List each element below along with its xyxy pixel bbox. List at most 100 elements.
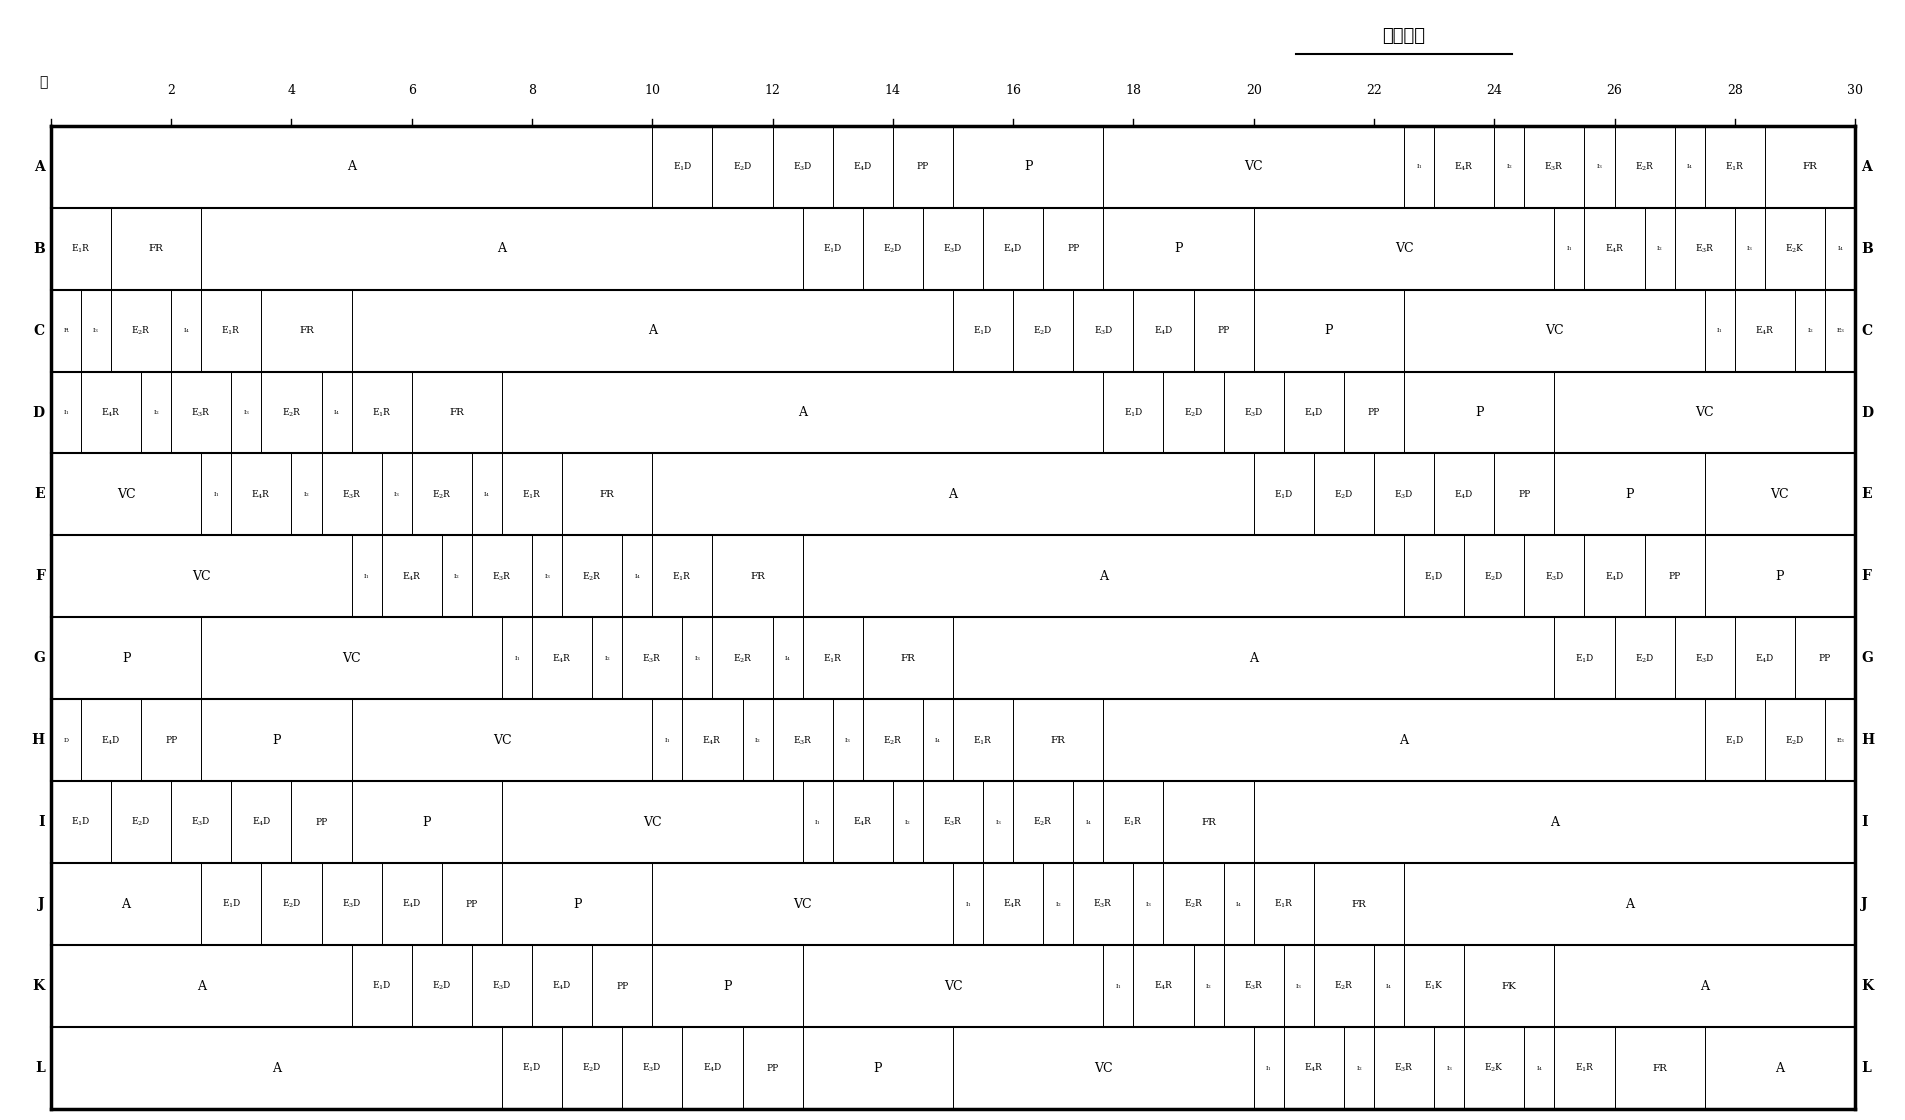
Bar [202, 454, 231, 535]
Text: E$_4$D: E$_4$D [402, 898, 421, 911]
Text: I$_3$: I$_3$ [994, 818, 1002, 827]
Text: E$_4$D: E$_4$D [1002, 242, 1023, 255]
Text: E$_4$D: E$_4$D [853, 160, 872, 172]
Text: E$_2$R: E$_2$R [732, 652, 752, 664]
Text: I$_1$: I$_1$ [813, 818, 821, 827]
Bar [1162, 372, 1223, 454]
Text: K: K [32, 979, 46, 993]
Bar [1674, 207, 1734, 290]
Bar [351, 535, 381, 617]
Text: I$_4$: I$_4$ [484, 489, 490, 498]
Text: J: J [1859, 897, 1867, 912]
Bar [51, 945, 351, 1027]
Text: E$_1$R: E$_1$R [221, 325, 242, 337]
Bar [1223, 864, 1253, 945]
Bar [202, 864, 261, 945]
Bar [351, 945, 411, 1027]
Text: I$_4$: I$_4$ [1686, 162, 1692, 171]
Bar [863, 207, 922, 290]
Bar [652, 125, 712, 207]
Text: VC: VC [1244, 160, 1263, 174]
Bar [1433, 125, 1494, 207]
Text: 30: 30 [1846, 84, 1861, 97]
Bar [1404, 290, 1703, 372]
Text: 14: 14 [884, 84, 901, 97]
Text: I$_4$: I$_4$ [933, 736, 941, 745]
Bar [51, 454, 202, 535]
Text: I$_1$: I$_1$ [1114, 981, 1122, 990]
Bar [1554, 617, 1614, 699]
Text: E$_4$R: E$_4$R [1303, 1062, 1324, 1074]
Text: E$_4$R: E$_4$R [1002, 898, 1023, 911]
Bar [772, 617, 802, 699]
Text: E$_2$R: E$_2$R [1334, 980, 1353, 992]
Text: FR: FR [899, 654, 914, 663]
Bar [1073, 864, 1133, 945]
Bar [1404, 372, 1554, 454]
Bar [743, 1027, 802, 1109]
Text: I$_3$: I$_3$ [543, 572, 551, 581]
Text: I$_2$: I$_2$ [1053, 899, 1061, 908]
Bar [863, 617, 952, 699]
Text: E$_2$K: E$_2$K [1785, 242, 1804, 255]
Text: FR: FR [1652, 1064, 1667, 1073]
Text: E$_4$R: E$_4$R [552, 652, 572, 664]
Text: E$_4$D: E$_4$D [101, 734, 120, 747]
Text: 6: 6 [408, 84, 415, 97]
Text: E$_1$D: E$_1$D [1423, 570, 1444, 582]
Text: PP: PP [465, 899, 478, 908]
Bar [1494, 454, 1554, 535]
Text: 4: 4 [288, 84, 295, 97]
Bar [1103, 372, 1162, 454]
Bar [1614, 617, 1674, 699]
Text: E$_1$D: E$_1$D [1273, 488, 1293, 501]
Text: G: G [1859, 652, 1873, 665]
Bar [80, 372, 141, 454]
Text: A: A [497, 242, 507, 255]
Text: VC: VC [1545, 324, 1562, 337]
Text: I$_3$: I$_3$ [844, 736, 852, 745]
Bar [952, 290, 1013, 372]
Bar [110, 207, 202, 290]
Bar [1284, 372, 1343, 454]
Text: A: A [1549, 815, 1558, 829]
Bar [802, 207, 863, 290]
Text: P: P [1173, 242, 1183, 255]
Text: VC: VC [1394, 242, 1414, 255]
Text: A: A [1774, 1062, 1783, 1074]
Bar [411, 372, 501, 454]
Text: I$_2$: I$_2$ [1204, 981, 1212, 990]
Bar [863, 699, 922, 782]
Bar [141, 372, 171, 454]
Bar [1614, 1027, 1703, 1109]
Bar [51, 125, 652, 207]
Bar [351, 699, 652, 782]
Text: E$_2$R: E$_2$R [1634, 160, 1654, 172]
Text: E$_2$D: E$_2$D [432, 980, 451, 992]
Bar [1133, 945, 1193, 1027]
Text: I$_4$: I$_4$ [632, 572, 640, 581]
Bar [1313, 864, 1404, 945]
Text: E$_4$D: E$_4$D [1604, 570, 1623, 582]
Text: E$_4$R: E$_4$R [1454, 160, 1473, 172]
Text: L: L [1859, 1061, 1871, 1075]
Bar [562, 454, 652, 535]
Text: I$_1$: I$_1$ [63, 408, 69, 417]
Text: E$_4$D: E$_4$D [1454, 488, 1473, 501]
Bar [1374, 454, 1433, 535]
Text: E$_2$D: E$_2$D [882, 242, 903, 255]
Bar [1524, 125, 1583, 207]
Text: I$_1$: I$_1$ [213, 489, 219, 498]
Text: 24: 24 [1486, 84, 1501, 97]
Text: E$_4$R: E$_4$R [1755, 325, 1774, 337]
Bar [381, 864, 442, 945]
Bar [472, 535, 531, 617]
Bar [1614, 125, 1674, 207]
Bar [531, 945, 592, 1027]
Bar [1734, 617, 1795, 699]
Text: E$_4$R: E$_4$R [1604, 242, 1623, 255]
Text: E$_1$R: E$_1$R [672, 570, 692, 582]
Bar [621, 535, 652, 617]
Text: E$_4$D: E$_4$D [251, 816, 271, 829]
Text: E$_1$K: E$_1$K [1423, 980, 1444, 992]
